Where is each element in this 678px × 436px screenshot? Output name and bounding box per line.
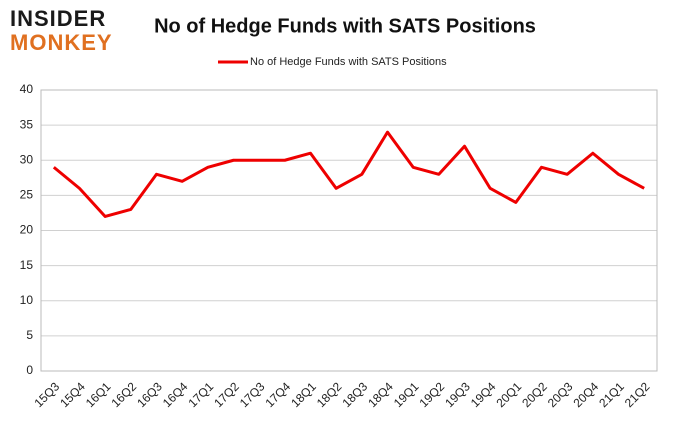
y-tick-label: 0	[26, 363, 33, 377]
logo-line1: INSIDER	[10, 6, 106, 31]
y-tick-label: 30	[20, 152, 34, 166]
logo-line2: MONKEY	[10, 30, 113, 55]
y-tick-label: 40	[20, 82, 34, 96]
y-tick-label: 20	[20, 223, 34, 237]
chart-title: No of Hedge Funds with SATS Positions	[154, 15, 536, 37]
y-tick-label: 15	[20, 258, 34, 272]
y-tick-label: 35	[20, 117, 34, 131]
legend-label: No of Hedge Funds with SATS Positions	[250, 56, 447, 68]
plot-border	[40, 89, 658, 372]
y-tick-label: 5	[26, 328, 33, 342]
y-tick-label: 25	[20, 188, 34, 202]
data-line	[52, 130, 645, 218]
y-tick-label: 10	[20, 293, 34, 307]
